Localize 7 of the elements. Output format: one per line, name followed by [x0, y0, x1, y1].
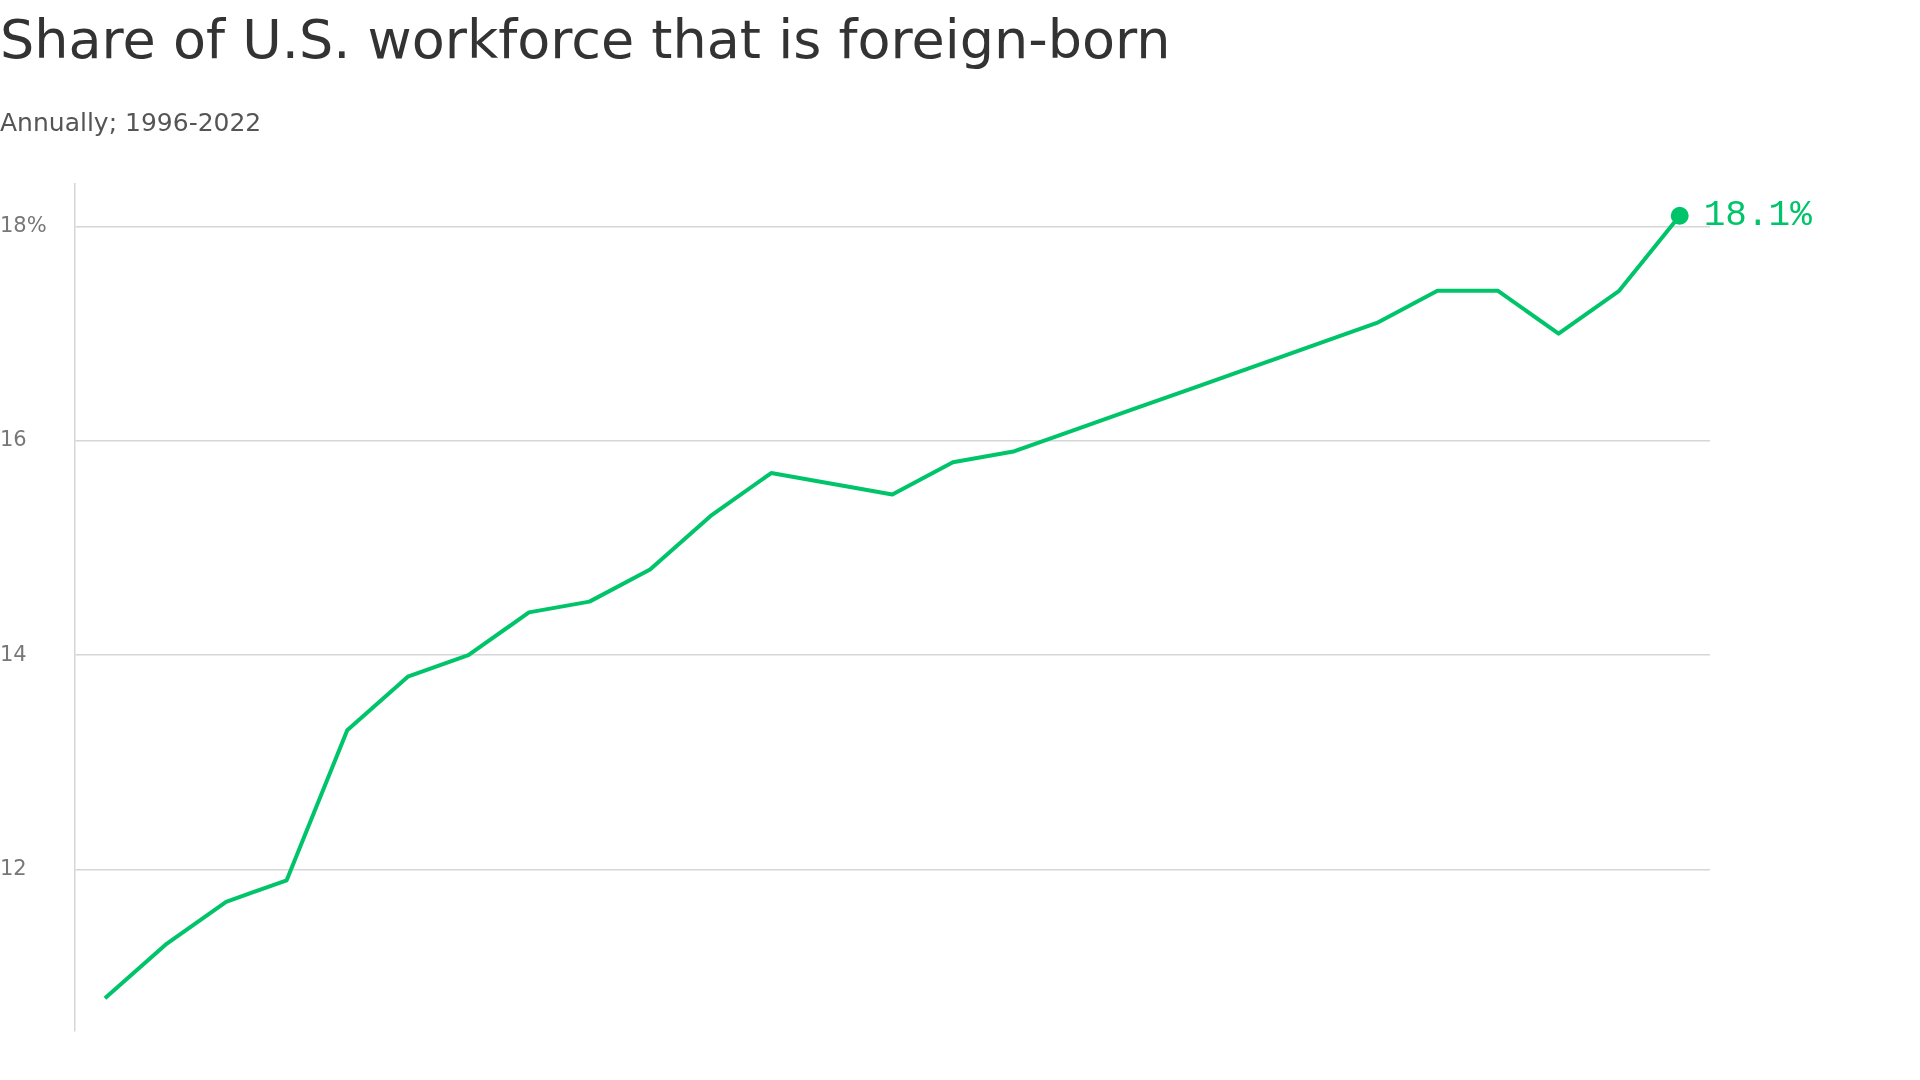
- y-tick-label: 12: [0, 856, 27, 881]
- chart-title: Share of U.S. workforce that is foreign-born: [0, 7, 1172, 73]
- chart-subtitle: Annually; 1996-2022: [0, 108, 263, 137]
- y-tick-label: 16: [0, 427, 27, 452]
- y-tick-label: 18%: [0, 212, 47, 237]
- data-label: 18.1%: [1703, 195, 1813, 237]
- y-tick-label: 14: [0, 641, 27, 666]
